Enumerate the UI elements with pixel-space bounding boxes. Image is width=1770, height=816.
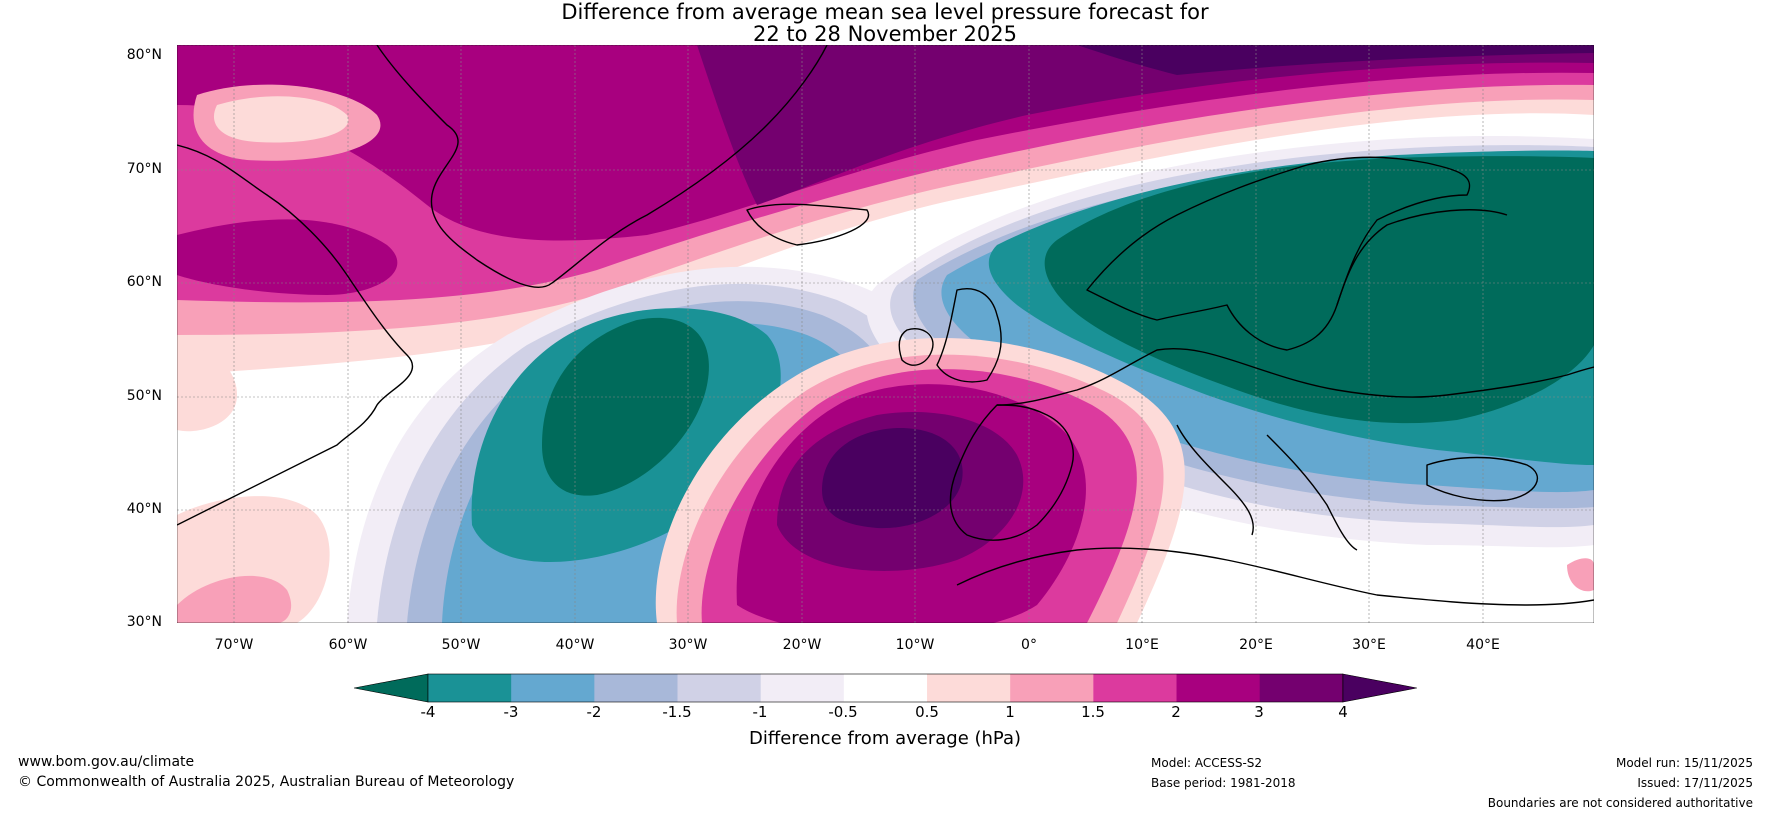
lat-label-60n: 60°N: [126, 274, 162, 290]
sw-positive-core: [177, 575, 292, 623]
newfoundland-positive-pocket: [177, 345, 237, 432]
colorbar-title: Difference from average (hPa): [748, 728, 1022, 749]
chart-title-line2: 22 to 28 November 2025: [753, 22, 1017, 46]
colorbar-segment: [428, 674, 512, 702]
colorbar-tick--2: -2: [586, 703, 602, 721]
colorbar-segment: [760, 674, 845, 702]
footer-model-run: Model run: 15/11/2025: [1615, 756, 1753, 770]
colorbar-tick-4: 4: [1338, 703, 1348, 721]
footer-disclaimer: Boundaries are not considered authoritat…: [1487, 796, 1753, 810]
colorbar-segment: [843, 674, 928, 702]
footer-copyright: © Commonwealth of Australia 2025, Austra…: [18, 774, 515, 790]
lon-label-70w: 70°W: [214, 637, 254, 653]
colorbar-segment: [1010, 674, 1094, 702]
colorbar-tick-3: 3: [1254, 703, 1264, 721]
colorbar-tick-2: 2: [1171, 703, 1181, 721]
lon-label-0: 0°: [1021, 637, 1037, 653]
lon-label-20w: 20°W: [782, 637, 822, 653]
footer-model: Model: ACCESS-S2: [1151, 756, 1263, 770]
colorbar-segment: [1176, 674, 1261, 702]
lat-label-70n: 70°N: [126, 161, 162, 177]
colorbar-segment: [1259, 674, 1344, 702]
lat-label-80n: 80°N: [126, 47, 162, 63]
lon-label-30w: 30°W: [668, 637, 708, 653]
colorbar-tick--3: -3: [503, 703, 519, 721]
colorbar-segment: [677, 674, 762, 702]
lon-label-60w: 60°W: [328, 637, 368, 653]
footer-base-period: Base period: 1981-2018: [1151, 776, 1296, 790]
northern-high-anomaly: [177, 45, 1594, 375]
lon-label-30e: 30°E: [1352, 637, 1386, 653]
chart-title-line1: Difference from average mean sea level p…: [561, 0, 1209, 24]
colorbar: [354, 673, 1417, 703]
lat-label-30n: 30°N: [126, 614, 162, 630]
colorbar-tick-1.5: 1.5: [1081, 703, 1105, 721]
pressure-anomaly-map[interactable]: [177, 45, 1594, 623]
colorbar-tick-0.5: 0.5: [915, 703, 939, 721]
colorbar-arrow-max: [1342, 673, 1417, 703]
lon-label-10w: 10°W: [895, 637, 935, 653]
lon-label-20e: 20°E: [1239, 637, 1273, 653]
colorbar-tick--0.5: -0.5: [828, 703, 858, 721]
footer-website-link[interactable]: www.bom.gov.au/climate: [18, 754, 195, 770]
footer-issued: Issued: 17/11/2025: [1637, 776, 1753, 790]
lon-label-50w: 50°W: [441, 637, 481, 653]
graticule: [177, 45, 1594, 623]
lat-label-40n: 40°N: [126, 501, 162, 517]
europe-low-anomaly: [866, 136, 1594, 548]
colorbar-segment: [927, 674, 1011, 702]
colorbar-frame: [427, 673, 1344, 703]
colorbar-tick--1: -1: [752, 703, 768, 721]
se-positive-pocket: [1567, 558, 1594, 592]
colorbar-tick--1.5: -1.5: [662, 703, 692, 721]
colorbar-tick-1: 1: [1005, 703, 1015, 721]
lon-label-40w: 40°W: [555, 637, 595, 653]
coastlines: [177, 45, 1594, 606]
colorbar-segment: [594, 674, 679, 702]
colorbar-arrow-min: [354, 673, 429, 703]
colorbar-segment: [1093, 674, 1178, 702]
colorbar-segment: [511, 674, 595, 702]
lat-label-50n: 50°N: [126, 388, 162, 404]
lon-label-40e: 40°E: [1466, 637, 1500, 653]
lon-label-10e: 10°E: [1125, 637, 1159, 653]
colorbar-tick--4: -4: [420, 703, 436, 721]
